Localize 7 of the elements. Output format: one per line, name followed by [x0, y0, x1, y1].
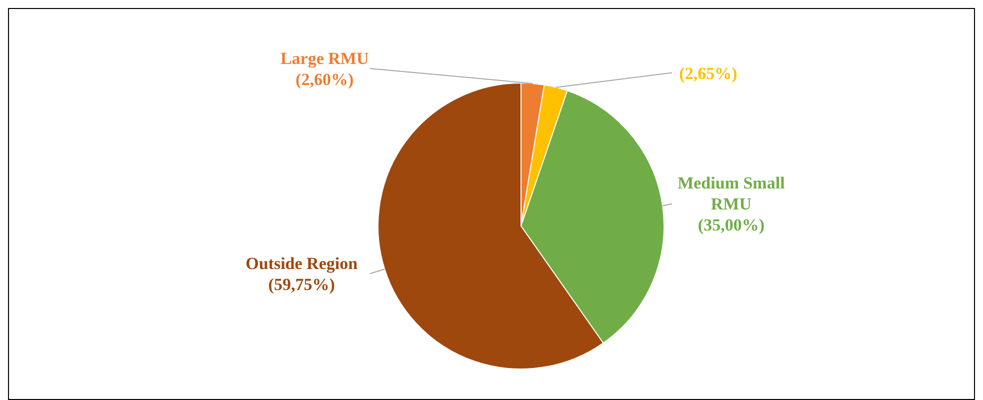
slice-label: Outside Region	[246, 254, 358, 273]
slice-label: Medium Small RMU	[678, 173, 786, 214]
slice-label: Large RMU	[280, 48, 369, 68]
data-label: (2,60%)	[296, 70, 354, 89]
data-label: (2,65%)	[679, 63, 738, 82]
data-label: (35,00%)	[698, 215, 764, 234]
data-label: (59,75%)	[268, 274, 335, 294]
